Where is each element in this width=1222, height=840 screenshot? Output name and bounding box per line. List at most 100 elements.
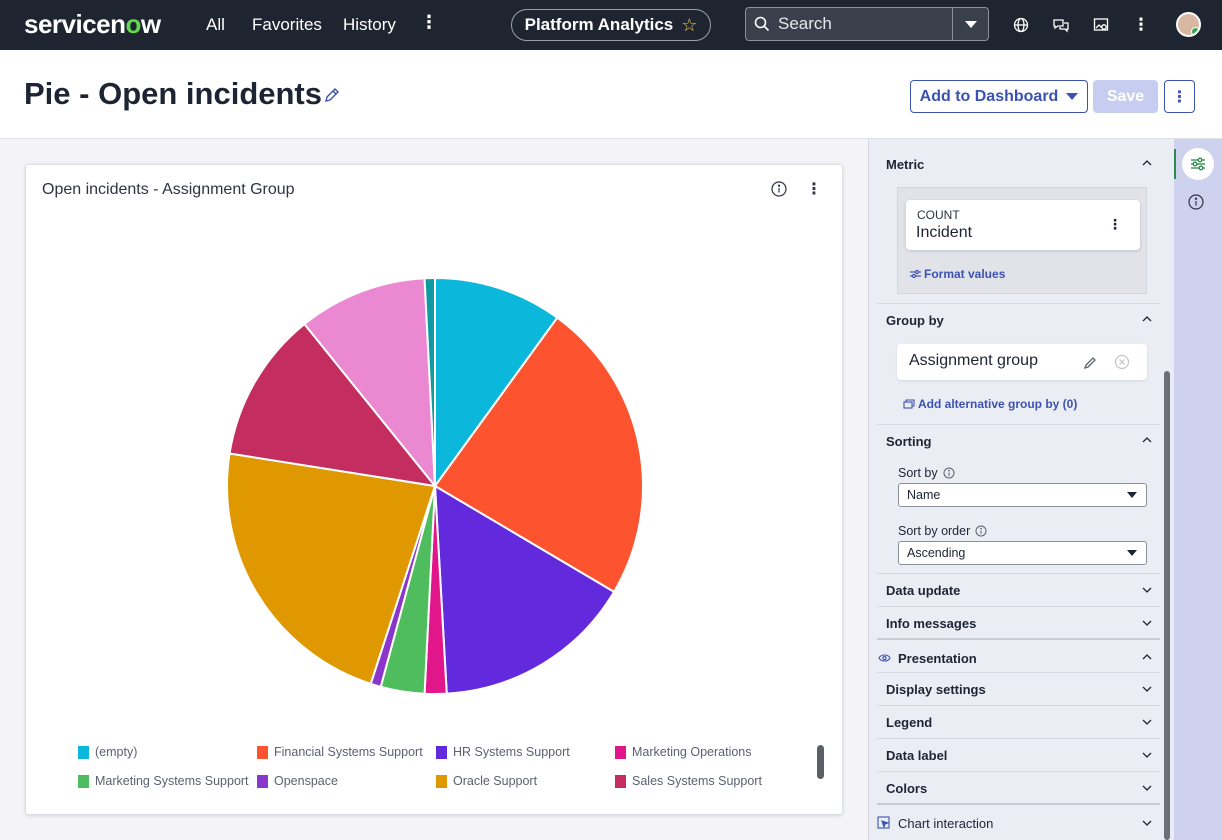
info-icon[interactable] — [1188, 194, 1204, 215]
display-settings-section[interactable]: Display settings — [877, 673, 1160, 706]
search-input[interactable]: Search — [778, 14, 832, 33]
legend-scrollbar[interactable] — [817, 745, 824, 779]
data-label-section[interactable]: Data label — [877, 739, 1160, 772]
star-icon[interactable]: ☆ — [681, 14, 698, 35]
info-icon[interactable] — [943, 467, 955, 479]
global-search[interactable]: Search — [745, 7, 989, 41]
pie-chart — [226, 276, 644, 695]
sort-order-select[interactable]: Ascending — [898, 541, 1147, 565]
legend-swatch — [78, 774, 89, 788]
chevron-down-icon — [1142, 587, 1152, 593]
sort-by-select[interactable]: Name — [898, 483, 1147, 507]
sort-by-value: Name — [907, 488, 941, 502]
servicenow-logo[interactable]: servicenow — [24, 9, 161, 39]
chevron-down-icon — [1142, 752, 1152, 758]
pie-slice[interactable] — [228, 322, 438, 488]
cursor-click-icon — [877, 816, 890, 829]
legend-label: Sales Systems Support — [632, 774, 762, 788]
presentation-section[interactable]: Presentation — [877, 641, 1160, 673]
legend-label: Openspace — [274, 774, 338, 788]
info-icon[interactable] — [771, 181, 787, 202]
metric-aggregate: COUNT — [917, 208, 960, 222]
legend-item[interactable]: Financial Systems Support — [257, 745, 423, 759]
legend-item[interactable]: Oracle Support — [436, 774, 537, 788]
globe-icon[interactable] — [1011, 15, 1031, 35]
chart-card: Open incidents - Assignment Group ⋮ (emp… — [25, 164, 843, 815]
legend-item[interactable]: Openspace — [257, 774, 338, 788]
colors-section[interactable]: Colors — [877, 772, 1160, 805]
chart-more-icon[interactable]: ⋮ — [806, 181, 822, 198]
sort-order-label: Sort by order — [898, 524, 987, 538]
add-alternative-group-label: Add alternative group by (0) — [918, 397, 1078, 411]
data-update-header: Data update — [886, 583, 961, 598]
online-status-icon — [1191, 27, 1199, 35]
legend-item[interactable]: (empty) — [78, 745, 137, 759]
metric-section: Metric — [877, 139, 1160, 304]
legend-item[interactable]: HR Systems Support — [436, 745, 570, 759]
pie-slice[interactable] — [434, 276, 559, 490]
metric-box: COUNT Incident ⋮ Format values — [897, 187, 1147, 294]
chevron-down-icon — [1142, 820, 1152, 826]
legend-item[interactable]: Sales Systems Support — [615, 774, 762, 788]
data-update-section[interactable]: Data update — [877, 574, 1160, 607]
nav-more-icon[interactable]: ⋮ — [420, 12, 438, 32]
legend-label: Financial Systems Support — [274, 745, 423, 759]
pie-slice[interactable] — [433, 316, 644, 594]
info-icon[interactable] — [975, 525, 987, 537]
metric-header[interactable]: Metric — [886, 157, 925, 172]
save-button[interactable]: Save — [1093, 80, 1158, 113]
legend-item[interactable]: Marketing Systems Support — [78, 774, 249, 788]
legend-label: Marketing Operations — [632, 745, 752, 759]
edit-title-icon[interactable] — [323, 86, 341, 109]
pie-slice[interactable] — [433, 484, 616, 695]
chevron-up-icon[interactable] — [1142, 435, 1152, 445]
configuration-tab[interactable] — [1182, 148, 1214, 180]
add-to-dashboard-label: Add to Dashboard — [919, 87, 1059, 105]
group-by-section: Group by — [877, 304, 1160, 425]
more-actions-button[interactable]: ⋮ — [1164, 80, 1195, 113]
more-vertical-icon[interactable]: ⋮ — [1132, 15, 1150, 34]
sliders-icon — [1191, 157, 1205, 171]
page-header: Pie - Open incidents Add to Dashboard Sa… — [0, 50, 1222, 139]
group-by-field[interactable]: Assignment group — [897, 344, 1147, 380]
edit-icon[interactable] — [1083, 355, 1098, 370]
search-scope-dropdown[interactable] — [952, 8, 988, 40]
remove-icon[interactable] — [1114, 354, 1130, 370]
legend-swatch — [436, 774, 447, 788]
legend-item[interactable]: Marketing Operations — [615, 745, 752, 759]
page-title: Pie - Open incidents — [24, 76, 322, 111]
chevron-up-icon[interactable] — [1142, 158, 1152, 168]
pie-slice[interactable] — [423, 276, 436, 487]
legend-section[interactable]: Legend — [877, 706, 1160, 739]
info-messages-section[interactable]: Info messages — [877, 607, 1160, 640]
image-search-icon[interactable] — [1091, 15, 1111, 35]
active-indicator — [1174, 149, 1176, 179]
legend-swatch — [257, 774, 268, 788]
chevron-down-icon — [964, 20, 977, 28]
nav-history[interactable]: History — [343, 15, 396, 34]
sort-by-label-text: Sort by — [898, 466, 938, 480]
add-alternative-group-link[interactable]: Add alternative group by (0) — [903, 397, 1077, 411]
pie-slice[interactable] — [226, 452, 437, 686]
legend-swatch — [257, 745, 268, 759]
chevron-up-icon — [1142, 654, 1152, 660]
chevron-up-icon[interactable] — [1142, 314, 1152, 324]
nav-all[interactable]: All — [206, 15, 225, 34]
panel-scrollbar[interactable] — [1164, 371, 1170, 840]
group-by-header[interactable]: Group by — [886, 313, 944, 328]
add-to-dashboard-button[interactable]: Add to Dashboard — [910, 80, 1088, 113]
nav-favorites[interactable]: Favorites — [252, 15, 322, 34]
sorting-header[interactable]: Sorting — [886, 434, 932, 449]
app-pill-platform-analytics[interactable]: Platform Analytics ☆ — [511, 9, 711, 41]
pie-slice[interactable] — [303, 277, 437, 490]
side-toolbar — [1174, 139, 1222, 840]
sort-order-value: Ascending — [907, 546, 966, 560]
chart-interaction-section[interactable]: Chart interaction — [877, 807, 1160, 840]
metric-card[interactable]: COUNT Incident ⋮ — [906, 200, 1140, 250]
format-values-link[interactable]: Format values — [910, 267, 1005, 281]
chat-icon[interactable] — [1051, 15, 1071, 35]
search-icon — [746, 16, 778, 32]
legend-label: HR Systems Support — [453, 745, 570, 759]
avatar[interactable] — [1176, 12, 1201, 37]
metric-more-icon[interactable]: ⋮ — [1108, 216, 1122, 232]
